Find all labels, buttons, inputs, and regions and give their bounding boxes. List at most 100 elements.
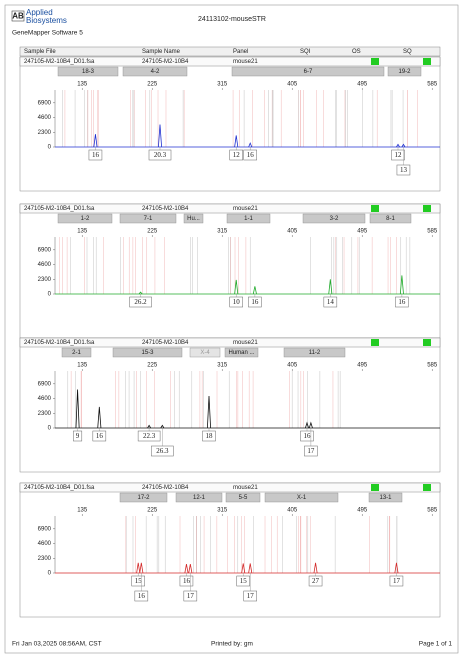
peak [234,135,239,148]
logo: AB [12,12,24,21]
marker-bar [283,347,346,358]
peak [138,291,143,295]
allele-label: 16 [247,151,255,159]
allele-box [389,575,404,587]
marker-label: 1-2 [81,216,90,222]
x-tick-label: 585 [427,229,438,235]
y-tick-label: 4600 [38,541,52,547]
marker-bar [189,347,221,358]
y-tick-label: 0 [48,426,52,432]
marker-bar [302,213,366,224]
x-tick-label: 495 [357,229,368,235]
allele-label: 16 [183,577,191,585]
allele-label: 20.3 [154,151,167,159]
peak [147,424,152,429]
marker-label: 8-1 [386,216,395,222]
allele-label: 18 [206,432,214,440]
peak [248,142,253,148]
quality-flag [371,205,379,212]
brand: Applied [26,8,53,17]
marker-label: Hu... [187,216,200,222]
allele-label: 27 [312,577,320,585]
panel-frame [19,337,441,473]
peak [248,563,253,574]
marker-bar [225,492,261,503]
marker-label: Human ... [228,350,254,356]
y-tick-label: 6900 [38,100,52,106]
x-tick-label: 315 [217,229,228,235]
x-tick-label: 405 [287,363,298,369]
allele-label: 12 [233,151,241,159]
allele-box [304,445,318,457]
x-tick-label: 315 [217,508,228,514]
marker-bar [387,66,422,77]
x-tick-label: 135 [77,82,88,88]
quality-flag [371,339,379,346]
allele-box [243,590,257,602]
x-tick-label: 585 [427,508,438,514]
allele-box [395,296,409,308]
peak [394,562,399,574]
peak [308,421,313,429]
x-tick-label: 495 [357,508,368,514]
panel-name: mouse21 [233,340,258,346]
allele-label: 17 [393,577,401,585]
panel-frame [19,203,441,339]
marker-bar [264,492,339,503]
peak [399,275,404,295]
x-tick-label: 405 [287,508,298,514]
marker-label: 18-3 [82,69,95,75]
allele-label: 16 [398,298,406,306]
marker-label: 12-1 [193,495,206,501]
allele-label: 16 [92,151,100,159]
peak [401,143,406,148]
allele-label: 12 [395,151,403,159]
column-label: Sample Name [142,49,181,55]
peak [234,279,239,295]
peak [207,395,211,429]
allele-label: 26.3 [156,447,169,455]
allele-label: 17 [247,592,255,600]
marker-label: 11-2 [309,350,321,356]
sample-file: 247105-M2-10B4_D01.fsa [24,485,95,491]
allele-box [179,575,194,587]
marker-label: 1-1 [244,216,253,222]
footer-date: Fri Jan 03,2025 08:56AM, CST [12,641,102,648]
allele-box [323,296,338,308]
peak [158,124,162,148]
marker-label: 2-1 [72,350,81,356]
allele-label: 13 [400,166,408,174]
marker-bar [226,213,271,224]
peak [160,424,165,429]
y-tick-label: 2300 [38,130,52,136]
software: GeneMapper Software 5 [12,30,83,37]
peak [139,562,144,574]
allele-box [73,430,83,442]
sample-row [19,482,441,493]
allele-label: 14 [327,298,335,306]
quality-flag [371,58,379,65]
marker-label: 15-3 [141,350,154,356]
sample-file: 247105-M2-10B4_D01.fsa [24,340,95,346]
allele-box [129,296,152,308]
quality-flag [371,484,379,491]
marker-label: 13-1 [379,495,392,501]
marker-bar [122,66,188,77]
peak [396,143,400,148]
y-tick-label: 2300 [38,277,52,283]
x-tick-label: 225 [147,508,158,514]
peak [136,562,141,574]
allele-box [248,296,262,308]
marker-bar [369,213,412,224]
marker-label: X-4 [200,350,210,356]
allele-box [236,575,250,587]
allele-label: 16 [304,432,312,440]
x-tick-label: 225 [147,229,158,235]
marker-bar [61,347,92,358]
quality-flag [423,205,431,212]
marker-label: 4-2 [151,69,160,75]
marker-bar [224,347,259,358]
sample-file: 247105-M2-10B4_D01.fsa [24,59,95,65]
allele-box [391,149,405,161]
